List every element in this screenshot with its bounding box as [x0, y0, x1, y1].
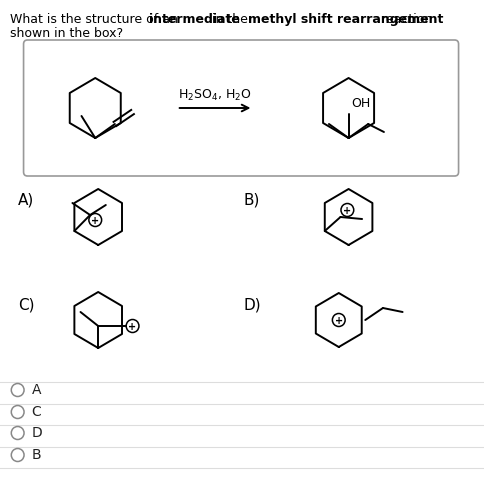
Text: shown in the box?: shown in the box? — [10, 27, 123, 40]
Text: +: + — [129, 321, 137, 332]
Text: methyl shift rearrangement: methyl shift rearrangement — [248, 13, 443, 26]
Text: in the: in the — [208, 13, 252, 26]
Text: A): A) — [18, 193, 34, 207]
Text: C: C — [32, 405, 41, 419]
Text: +: + — [335, 315, 343, 326]
Text: A: A — [32, 383, 41, 397]
Text: H$_2$SO$_4$, H$_2$O: H$_2$SO$_4$, H$_2$O — [178, 88, 252, 102]
Text: D: D — [32, 426, 42, 440]
Text: +: + — [343, 205, 352, 215]
Text: B: B — [32, 448, 41, 462]
Text: OH: OH — [352, 97, 371, 110]
FancyBboxPatch shape — [24, 40, 458, 176]
Text: reaction: reaction — [377, 13, 432, 26]
Text: B): B) — [244, 193, 260, 207]
Text: D): D) — [244, 297, 261, 312]
Text: What is the structure of an: What is the structure of an — [10, 13, 182, 26]
Text: +: + — [91, 215, 99, 226]
Text: intermediate: intermediate — [149, 13, 240, 26]
Text: C): C) — [18, 297, 34, 312]
